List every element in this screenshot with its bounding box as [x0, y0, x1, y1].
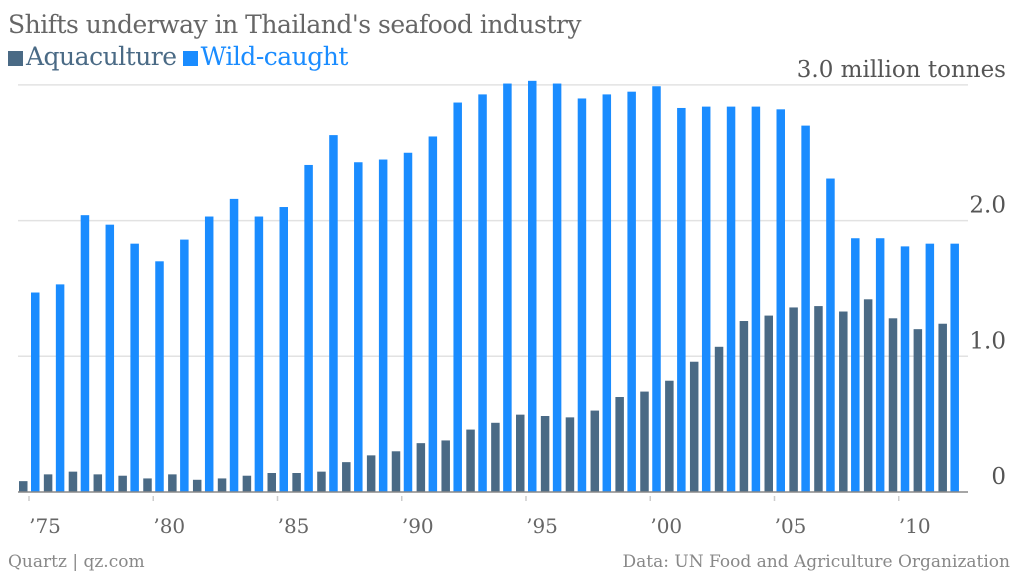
bar-wild-caught [776, 109, 785, 493]
bar-wild-caught [180, 239, 189, 492]
bar-wild-caught [478, 94, 487, 493]
legend-label-aquaculture: Aquaculture [26, 42, 177, 71]
bar-wild-caught [925, 243, 935, 492]
bar-aquaculture [242, 475, 252, 492]
legend-swatch-aquaculture [8, 51, 23, 66]
bar-aquaculture [863, 299, 873, 492]
bar-aquaculture [466, 429, 475, 492]
bar-wild-caught [528, 80, 537, 492]
bar-aquaculture [143, 478, 152, 492]
legend-item-wild-caught: Wild-caught [182, 42, 349, 71]
data-source: Data: UN Food and Agriculture Organizati… [622, 552, 1010, 572]
bar-wild-caught [304, 164, 313, 492]
bar-aquaculture [615, 397, 624, 492]
bar-aquaculture [689, 361, 699, 492]
legend-label-wild-caught: Wild-caught [200, 42, 349, 71]
bar-wild-caught [950, 243, 959, 492]
x-tick-label: ’10 [899, 514, 931, 538]
bar-wild-caught [105, 224, 115, 492]
bar-aquaculture [43, 474, 53, 492]
x-tick-label: ’75 [29, 514, 61, 538]
x-tick-label: ’95 [526, 514, 558, 538]
bar-aquaculture [764, 315, 773, 492]
bar-aquaculture [217, 478, 227, 492]
bar-aquaculture [491, 422, 500, 492]
y-tick-label: 2.0 [969, 193, 1006, 219]
bar-wild-caught [751, 106, 761, 492]
legend: Aquaculture Wild-caught [8, 42, 348, 71]
y-tick-label: 0 [991, 464, 1006, 490]
bar-wild-caught [80, 215, 90, 492]
bar-wild-caught [55, 284, 65, 492]
bar-wild-caught [354, 162, 363, 492]
bar-wild-caught [453, 102, 462, 492]
bar-wild-caught [403, 152, 413, 492]
bar-aquaculture [267, 473, 276, 492]
bar-wild-caught [428, 136, 438, 492]
bar-aquaculture [19, 481, 28, 492]
bar-aquaculture [540, 416, 550, 492]
bar-wild-caught [801, 125, 810, 493]
bar-aquaculture [665, 380, 674, 492]
bar-aquaculture [317, 471, 326, 492]
bar-wild-caught [826, 178, 835, 492]
y-tick-label: 3.0 million tonnes [797, 57, 1006, 83]
bar-wild-caught [900, 246, 910, 492]
bar-aquaculture [516, 414, 525, 492]
bar-aquaculture [416, 443, 426, 492]
legend-item-aquaculture: Aquaculture [8, 42, 177, 71]
bar-wild-caught [677, 107, 686, 493]
bar-wild-caught [652, 86, 661, 492]
source-credit: Quartz | qz.com [8, 552, 145, 572]
chart-title: Shifts underway in Thailand's seafood in… [8, 10, 581, 39]
bar-wild-caught [602, 94, 612, 493]
bar-wild-caught [726, 106, 736, 492]
bar-aquaculture [292, 473, 301, 492]
bar-aquaculture [93, 474, 103, 492]
x-tick-label: ’80 [153, 514, 185, 538]
bar-aquaculture [118, 475, 127, 492]
bar-aquaculture [640, 391, 649, 492]
bar-aquaculture [565, 417, 575, 492]
bar-aquaculture [789, 307, 798, 492]
bar-wild-caught [577, 98, 587, 492]
bar-aquaculture [839, 311, 848, 492]
bar-wild-caught [627, 91, 636, 492]
bar-aquaculture [938, 323, 947, 492]
bar-aquaculture [68, 471, 78, 492]
bar-wild-caught [31, 292, 40, 492]
bar-wild-caught [503, 83, 512, 492]
bar-wild-caught [378, 159, 388, 492]
bar-wild-caught [229, 198, 239, 492]
x-tick-label: ’00 [650, 514, 682, 538]
bar-wild-caught [701, 106, 711, 492]
bar-aquaculture [913, 329, 923, 492]
bar-aquaculture [590, 410, 600, 492]
bar-aquaculture [366, 455, 376, 492]
bar-aquaculture [888, 318, 898, 492]
bar-wild-caught [204, 216, 214, 493]
bar-wild-caught [155, 261, 164, 492]
bar-aquaculture [342, 462, 351, 492]
bar-aquaculture [168, 474, 177, 492]
bar-wild-caught [254, 216, 264, 493]
y-tick-label: 1.0 [969, 328, 1006, 354]
x-tick-label: ’05 [775, 514, 807, 538]
bar-wild-caught [279, 207, 288, 492]
bar-aquaculture [814, 306, 823, 492]
bar-wild-caught [552, 83, 562, 492]
bar-aquaculture [714, 346, 724, 492]
bar-aquaculture [739, 321, 749, 492]
bar-wild-caught [130, 243, 139, 492]
bar-wild-caught [875, 238, 885, 492]
legend-swatch-wild-caught [182, 51, 198, 66]
bar-aquaculture [441, 440, 450, 492]
x-tick-label: ’90 [402, 514, 434, 538]
bar-wild-caught [851, 238, 860, 492]
x-tick-label: ’85 [278, 514, 310, 538]
bar-wild-caught [329, 135, 338, 492]
bar-aquaculture [192, 479, 202, 492]
bar-aquaculture [391, 451, 401, 492]
